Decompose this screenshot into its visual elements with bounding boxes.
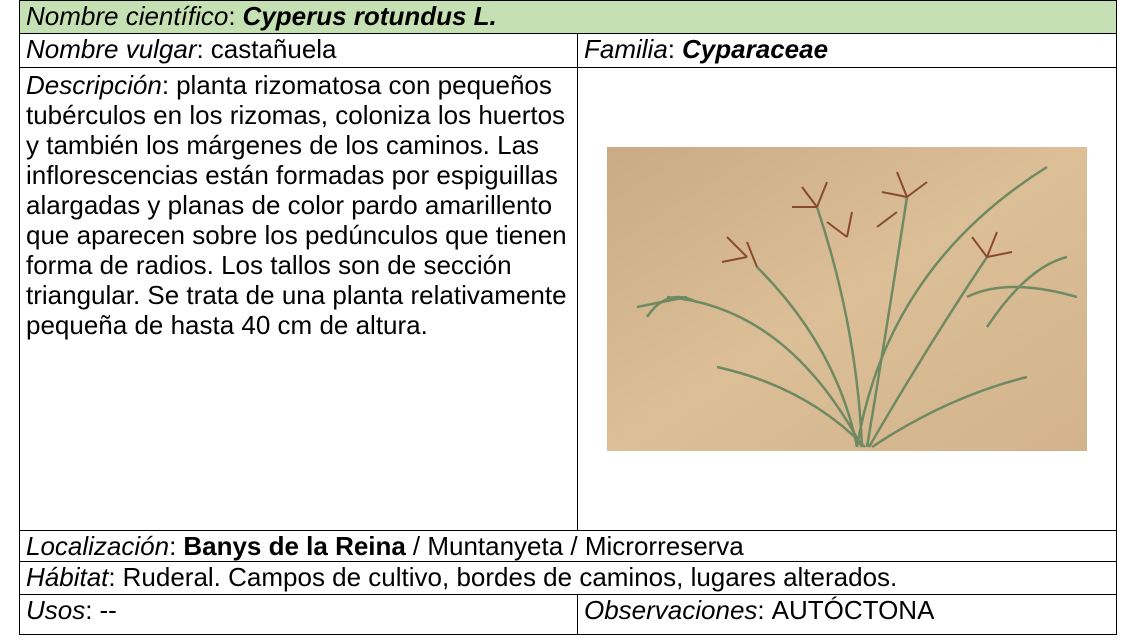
row: Usos: -- Observaciones: AUTÓCTONA <box>19 594 1118 635</box>
separator: : <box>196 34 204 64</box>
value: -- <box>99 595 117 625</box>
cell: Observaciones: AUTÓCTONA <box>576 594 1118 635</box>
plant-photo <box>607 147 1087 451</box>
separator: : <box>667 34 676 64</box>
value: planta rizomatosa con pequeños tubérculo… <box>26 70 567 340</box>
separator: : <box>85 595 93 625</box>
cell: Usos: -- <box>19 594 578 635</box>
separator: : <box>169 531 177 561</box>
cell: Descripción: planta rizomatosa con pequeñ… <box>19 67 578 531</box>
row: Hábitat: Ruderal. Campos de cultivo, bord… <box>18 561 1118 595</box>
label: Descripción <box>26 70 162 100</box>
cell: Localización: Banys de la Reina / Muntanye… <box>18 530 1118 562</box>
separator: : <box>161 70 170 100</box>
separator: : <box>108 562 116 592</box>
label: Localización <box>26 531 170 561</box>
label: Familia <box>584 34 668 64</box>
label: Nombre vulgar <box>26 34 197 64</box>
value: Banys de la Reina <box>183 531 406 561</box>
value: Ruderal. Campos de cultivo, bordes de ca… <box>122 562 898 592</box>
image-cell <box>576 67 1118 531</box>
value: castañuela <box>210 34 337 64</box>
record-table: Nombre científico: Cyperus rotundus L. No… <box>18 0 1118 635</box>
separator: : <box>757 595 765 625</box>
row: Descripción: planta rizomatosa con pequeñ… <box>19 67 1118 531</box>
cell: Nombre vulgar: castañuela <box>19 33 578 68</box>
value: / Muntanyeta / Microrreserva <box>412 531 744 561</box>
value: AUTÓCTONA <box>771 595 935 625</box>
label: Hábitat <box>26 562 109 592</box>
label: Usos <box>26 595 86 625</box>
title-cell: Nombre científico: Cyperus rotundus L. <box>18 0 1118 34</box>
label: Observaciones <box>584 595 758 625</box>
title-row: Nombre científico: Cyperus rotundus L. <box>18 0 1118 34</box>
row: Nombre vulgar: castañuela Familia: Cyparac… <box>19 33 1118 68</box>
cell: Familia: Cyparaceae <box>576 33 1118 68</box>
value: Cyparaceae <box>682 34 829 64</box>
label: Nombre científico <box>26 1 229 31</box>
cell: Hábitat: Ruderal. Campos de cultivo, bord… <box>18 561 1118 595</box>
row: Localización: Banys de la Reina / Muntanye… <box>18 530 1118 562</box>
value: Cyperus rotundus L. <box>242 1 497 31</box>
separator: : <box>228 1 236 31</box>
